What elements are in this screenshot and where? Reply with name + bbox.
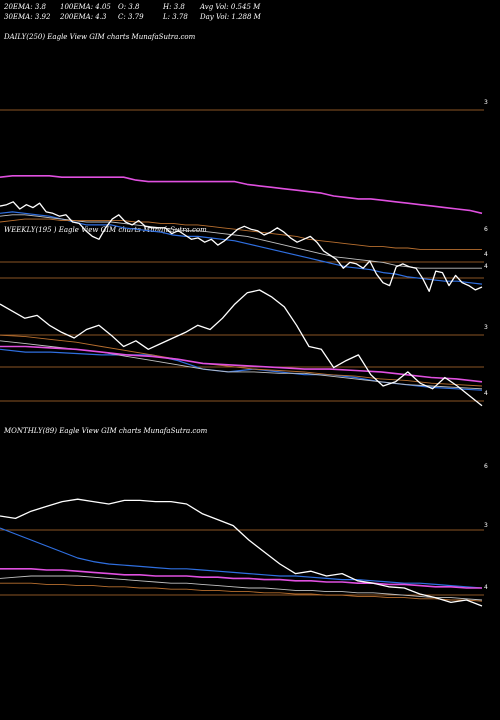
- header-high: H: 3.8: [163, 3, 185, 11]
- monthly-ema_mid-line: [0, 575, 483, 601]
- daily-ema_mid-line: [0, 214, 482, 269]
- header-ema200: 200EMA: 4.3: [60, 13, 107, 21]
- daily-y-tick-3: 6: [484, 226, 488, 233]
- monthly-panel-title: MONTHLY(89) Eagle View GIM charts Munafa…: [4, 427, 208, 435]
- header-open: O: 3.8: [118, 3, 140, 11]
- weekly-price-line: [0, 289, 483, 407]
- monthly-ema_slow-line: [0, 567, 482, 589]
- daily-y-tick-1: 4: [484, 251, 488, 258]
- header-day-vol: Day Vol: 1.288 M: [200, 13, 261, 21]
- daily-ema_fast-line: [0, 211, 483, 285]
- header-ema100: 100EMA: 4.05: [60, 3, 111, 11]
- daily-y-tick-2: 4: [484, 263, 488, 270]
- weekly-ema_fast-line: [0, 348, 483, 391]
- header-low: L: 3.78: [163, 13, 188, 21]
- monthly-y-tick-2: 4: [484, 584, 488, 591]
- weekly-y-tick-1: 4: [484, 390, 488, 397]
- weekly-panel-title: WEEKLY(195 ) Eagle View GIM charts Munaf…: [4, 226, 207, 234]
- daily-ema_slow-line: [0, 175, 483, 215]
- header-avg-vol: Avg Vol: 0.545 M: [200, 3, 261, 11]
- weekly-ema_slow-line: [0, 345, 483, 383]
- daily-price-line: [0, 201, 483, 292]
- monthly-price-line: [0, 498, 483, 607]
- daily-y-tick-0: 3: [484, 99, 488, 106]
- weekly-ema_long-line: [0, 334, 483, 387]
- header-close: C: 3.79: [118, 13, 144, 21]
- daily-panel-title: DAILY(250) Eagle View GIM charts MunafaS…: [4, 33, 196, 41]
- daily-ema_long-line: [0, 218, 482, 250]
- monthly-ema_long-line: [0, 582, 483, 602]
- monthly-y-tick-1: 3: [484, 522, 488, 529]
- header-ema20: 20EMA: 3.8: [4, 3, 46, 11]
- header-ema30: 30EMA: 3.92: [4, 13, 51, 21]
- monthly-ema_fast-line: [0, 527, 483, 589]
- weekly-y-tick-0: 3: [484, 324, 488, 331]
- monthly-y-tick-0: 6: [484, 463, 488, 470]
